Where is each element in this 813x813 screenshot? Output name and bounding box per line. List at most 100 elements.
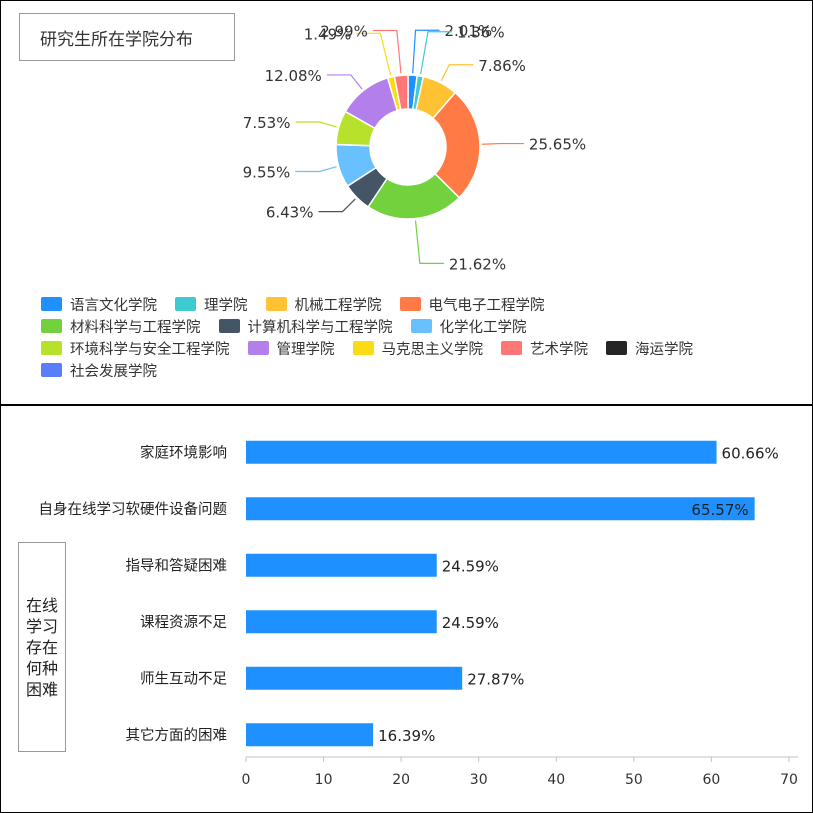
donut-chart: 2.01%1.36% 7.86% 25.65% 21.62% 6.43% 9.55% 7.5…: [243, 22, 586, 273]
legend-row: 语言文化学院 理学院 机械工程学院 电气电子工程学院: [41, 293, 801, 315]
bar: [246, 723, 374, 747]
y-category-label: 指导和答疑困难: [126, 557, 228, 574]
legend-swatch: [41, 297, 62, 311]
x-tick-label: 0: [242, 772, 251, 788]
y-category-label: 课程资源不足: [140, 614, 227, 631]
legend-label: 语言文化学院: [70, 297, 157, 314]
pie-data-label: 7.53%: [243, 114, 291, 132]
pie-data-label: 1.49%: [304, 25, 352, 43]
legend-item[interactable]: 材料科学与工程学院: [41, 316, 201, 337]
legend-item[interactable]: 社会发展学院: [41, 360, 157, 381]
x-tick-label: 70: [780, 772, 798, 788]
legend-swatch: [501, 341, 522, 355]
college-distribution-panel: 研究生所在学院分布 2.01% 1.36% 7.86% 25.65% 21.62% 6.4…: [0, 0, 813, 405]
x-tick-label: 30: [470, 772, 488, 788]
y-category-label: 其它方面的困难: [126, 726, 228, 744]
bar-chart: 0 10 20 30 40 50 60 70 家庭环境影响 60.66% 自身在线学习软硬件设备问题…: [39, 440, 798, 788]
legend-label: 理学院: [204, 297, 248, 314]
legend-label: 马克思主义学院: [381, 341, 484, 358]
legend-swatch: [41, 363, 62, 377]
bar: [246, 440, 717, 464]
pie-data-label: 12.08%: [265, 67, 322, 85]
legend-label: 机械工程学院: [294, 297, 382, 314]
x-tick-label: 60: [703, 772, 721, 788]
leader-line: [412, 29, 440, 74]
bar-data-label: 27.87%: [467, 670, 524, 688]
bar: [246, 610, 437, 634]
leader-line: [326, 74, 363, 90]
pie-data-label: 25.65%: [529, 136, 586, 154]
pie-data-label: 2.01%: [444, 22, 492, 40]
legend-swatch: [410, 319, 432, 333]
bar: [246, 553, 437, 577]
pie-slice: [393, 74, 409, 111]
chart-title: 研究生所在学院分布: [19, 13, 235, 61]
legend-label: 海运学院: [635, 341, 693, 358]
leader-line: [295, 166, 337, 173]
legend-item[interactable]: 理学院: [175, 294, 248, 315]
x-tick-label: 50: [625, 772, 643, 788]
legend-item[interactable]: 艺术学院: [501, 338, 588, 359]
pie-data-label: 1.36%: [457, 24, 505, 42]
pie-data-label: 21.62%: [449, 255, 506, 273]
legend-swatch: [352, 341, 374, 355]
legend-item[interactable]: 语言文化学院: [41, 294, 157, 315]
difficulties-panel: 0 10 20 30 40 50 60 70 家庭环境影响 60.66% 自身在线学习软硬件设备问题…: [0, 405, 813, 813]
bar: [246, 497, 755, 521]
bar-data-label: 65.57%: [691, 501, 748, 519]
legend-swatch: [41, 319, 62, 333]
legend-item[interactable]: 机械工程学院: [265, 294, 382, 315]
bar: [246, 666, 463, 690]
pie-data-label: 2.99%: [320, 23, 368, 41]
bar-data-label: 24.59%: [442, 557, 499, 575]
legend-item[interactable]: 管理学院: [247, 338, 335, 359]
legend-label: 化学化工学院: [439, 319, 527, 336]
legend-swatch: [247, 341, 269, 355]
x-tick-label: 10: [315, 772, 333, 788]
legend-label: 管理学院: [276, 341, 335, 358]
legend-item[interactable]: 马克思主义学院: [352, 338, 484, 359]
bar-data-label: 24.59%: [442, 614, 499, 632]
legend-item[interactable]: 计算机科学与工程学院: [218, 316, 393, 337]
legend-row: 环境科学与安全工程学院 管理学院 马克思主义学院 艺术学院 海运学院: [41, 337, 801, 359]
legend-swatch: [41, 341, 62, 355]
x-tick-label: 20: [392, 772, 410, 788]
legend-label: 计算机科学与工程学院: [247, 319, 393, 336]
y-category-label: 家庭环境影响: [140, 443, 227, 461]
legend-row: 材料科学与工程学院 计算机科学与工程学院 化学化工学院: [41, 315, 801, 337]
pie-data-label: 9.55%: [243, 163, 291, 181]
leader-line: [318, 198, 356, 213]
y-category-label: 自身在线学习软硬件设备问题: [39, 501, 228, 518]
legend-label: 电气电子工程学院: [428, 297, 545, 314]
bar-data-label: 60.66%: [722, 444, 779, 462]
chart-legend: 语言文化学院 理学院 机械工程学院 电气电子工程学院材料科学与工程学院 计算机科学与工程…: [41, 293, 801, 381]
legend-swatch: [399, 297, 421, 311]
leader-line: [481, 142, 524, 145]
leader-line: [420, 31, 452, 75]
legend-label: 材料科学与工程学院: [70, 319, 201, 336]
y-category-label: 师生互动不足: [140, 670, 227, 687]
legend-swatch: [606, 341, 627, 355]
x-tick-label: 40: [547, 772, 565, 788]
legend-label: 环境科学与安全工程学院: [70, 341, 230, 358]
legend-label: 艺术学院: [530, 341, 588, 358]
legend-row: 社会发展学院: [41, 359, 801, 381]
legend-item[interactable]: 化学化工学院: [410, 316, 527, 337]
bar-data-label: 16.39%: [378, 727, 435, 745]
pie-data-label: 6.43%: [266, 204, 314, 222]
leader-line: [440, 64, 474, 82]
y-axis-title-box: 在线学习存在何种困难: [18, 542, 66, 752]
leader-line: [414, 220, 444, 264]
legend-item[interactable]: 电气电子工程学院: [399, 294, 545, 315]
leader-line: [295, 121, 337, 128]
pie-data-label: 7.86%: [478, 57, 526, 75]
legend-item[interactable]: 环境科学与安全工程学院: [41, 338, 230, 359]
leader-line: [356, 32, 392, 76]
legend-swatch: [218, 319, 240, 333]
legend-label: 社会发展学院: [70, 363, 157, 380]
y-axis-title: 在线学习存在何种困难: [25, 595, 58, 699]
leader-line: [372, 29, 402, 74]
legend-swatch: [175, 297, 196, 311]
legend-item[interactable]: 海运学院: [606, 338, 693, 359]
legend-swatch: [265, 297, 287, 311]
